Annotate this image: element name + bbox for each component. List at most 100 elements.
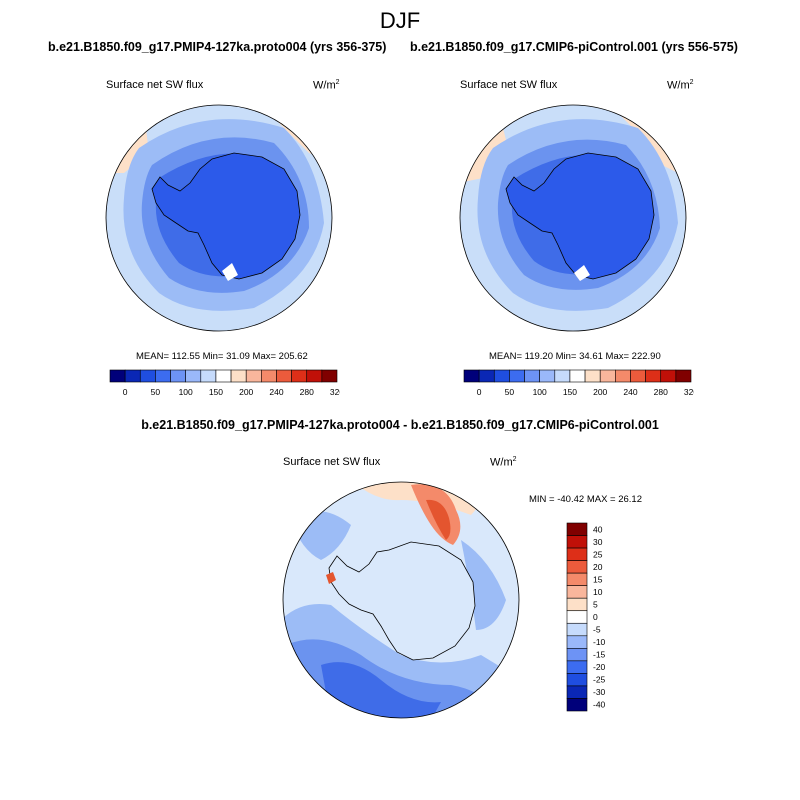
colorbar-box (660, 369, 677, 383)
colorbar-tick-label: 0 (477, 387, 482, 397)
diff-min-max: MIN = -40.42 MAX = 26.12 (529, 494, 643, 505)
colorbar-box (566, 597, 588, 612)
colorbar-box (645, 369, 662, 383)
colorbar-box (509, 369, 525, 383)
diff-negative-region-east (461, 540, 506, 630)
diff-peninsula-positive-patch (326, 572, 336, 584)
colorbar-tick-label: 40 (593, 524, 603, 534)
colorbar-box (170, 369, 186, 383)
colorbar-box (566, 648, 588, 662)
right-stats: MEAN= 119.20 Min= 34.61 Max= 222.90 (489, 351, 661, 362)
figure-title: DJF (379, 8, 421, 33)
right-units-label: W/m2 (667, 79, 694, 92)
colorbar-box (566, 610, 588, 624)
colorbar-box (566, 522, 588, 536)
colorbar-tick-label: 200 (593, 387, 607, 397)
colorbar-tick-label: 100 (179, 387, 193, 397)
colorbar-box (230, 369, 247, 383)
colorbar-tick-label: 0 (123, 387, 128, 397)
colorbar-box (569, 369, 586, 383)
colorbar-tick-label: 280 (300, 387, 314, 397)
colorbar-box (124, 369, 141, 383)
colorbar-tick-label: 5 (593, 599, 598, 609)
colorbar-tick-label: -30 (593, 687, 606, 697)
ross-ice-shelf-patch (222, 263, 238, 281)
left-units-label: W/m2 (313, 79, 340, 92)
colorbar-tick-label: 240 (623, 387, 637, 397)
colorbar-tick-label: 50 (151, 387, 161, 397)
colorbar-tick-label: 320 (330, 387, 340, 397)
colorbar-tick-label: -10 (593, 637, 606, 647)
colorbar-box (675, 369, 692, 383)
colorbar-box (245, 369, 262, 383)
diff-colorbar: 40 30 25 20 15 10 5 0 -5 -10 -15 -20 -25 -30 -40 (566, 522, 606, 712)
colorbar-tick-label: -40 (593, 700, 606, 710)
colorbar-box (261, 369, 277, 383)
colorbar-box (524, 369, 540, 383)
right-colorbar: 0 50 100 150 200 240 280 320 (463, 369, 694, 397)
right-variable-label: Surface net SW flux (460, 79, 558, 91)
colorbar-box (139, 369, 156, 383)
colorbar-tick-label: 15 (593, 574, 603, 584)
diff-variable-label: Surface net SW flux (283, 456, 381, 468)
colorbar-box (599, 369, 616, 383)
diff-strong-negative-region (321, 662, 441, 718)
colorbar-box (155, 369, 171, 383)
colorbar-tick-label: 150 (563, 387, 577, 397)
antarctica-outline (328, 541, 476, 661)
colorbar-box (566, 673, 588, 687)
colorbar-box (109, 369, 126, 383)
colorbar-box (539, 369, 556, 383)
colorbar-tick-label: 240 (269, 387, 283, 397)
colorbar-box (584, 369, 601, 383)
colorbar-box (321, 369, 338, 383)
colorbar-box (463, 369, 480, 383)
colorbar-box (566, 535, 588, 549)
left-variable-label: Surface net SW flux (106, 79, 204, 91)
colorbar-box (478, 369, 495, 383)
colorbar-tick-label: 280 (654, 387, 668, 397)
colorbar-tick-label: 200 (239, 387, 253, 397)
colorbar-tick-label: 0 (593, 612, 598, 622)
colorbar-tick-label: -15 (593, 650, 606, 660)
colorbar-box (566, 635, 588, 649)
difference-title: b.e21.B1850.f09_g17.PMIP4-127ka.proto004… (141, 418, 659, 432)
right-polar-map (459, 104, 687, 332)
colorbar-box (306, 369, 323, 383)
antarctica-outline (505, 152, 655, 280)
colorbar-box (566, 660, 588, 674)
colorbar-tick-label: 150 (209, 387, 223, 397)
colorbar-box (566, 685, 588, 699)
colorbar-tick-label: 25 (593, 549, 603, 559)
ross-ice-shelf-patch (574, 265, 590, 281)
colorbar-box (566, 547, 588, 561)
left-stats: MEAN= 112.55 Min= 31.09 Max= 205.62 (136, 351, 308, 362)
colorbar-box (566, 572, 588, 586)
colorbar-box (566, 585, 588, 599)
colorbar-box (554, 369, 571, 383)
colorbar-tick-label: -25 (593, 675, 606, 685)
colorbar-box (185, 369, 202, 383)
diff-units-label: W/m2 (490, 456, 517, 469)
colorbar-box (566, 698, 588, 712)
left-colorbar: 0 50 100 150 200 240 280 320 (109, 369, 340, 397)
colorbar-box (566, 622, 588, 637)
colorbar-tick-label: 30 (593, 537, 603, 547)
colorbar-box (276, 369, 292, 383)
colorbar-box (566, 560, 588, 574)
right-case-title: b.e21.B1850.f09_g17.CMIP6-piControl.001 … (410, 40, 738, 54)
colorbar-tick-label: 320 (684, 387, 694, 397)
left-case-title: b.e21.B1850.f09_g17.PMIP4-127ka.proto004… (48, 40, 387, 54)
diff-peak-positive-region (426, 499, 451, 540)
colorbar-tick-label: 20 (593, 562, 603, 572)
colorbar-box (615, 369, 631, 383)
colorbar-box (200, 369, 217, 383)
colorbar-box (215, 369, 232, 383)
colorbar-box (630, 369, 646, 383)
colorbar-tick-label: 50 (505, 387, 515, 397)
colorbar-tick-label: 10 (593, 587, 603, 597)
left-polar-map (105, 104, 333, 332)
difference-polar-map (282, 481, 520, 719)
colorbar-box (291, 369, 308, 383)
antarctica-outline (151, 152, 301, 280)
